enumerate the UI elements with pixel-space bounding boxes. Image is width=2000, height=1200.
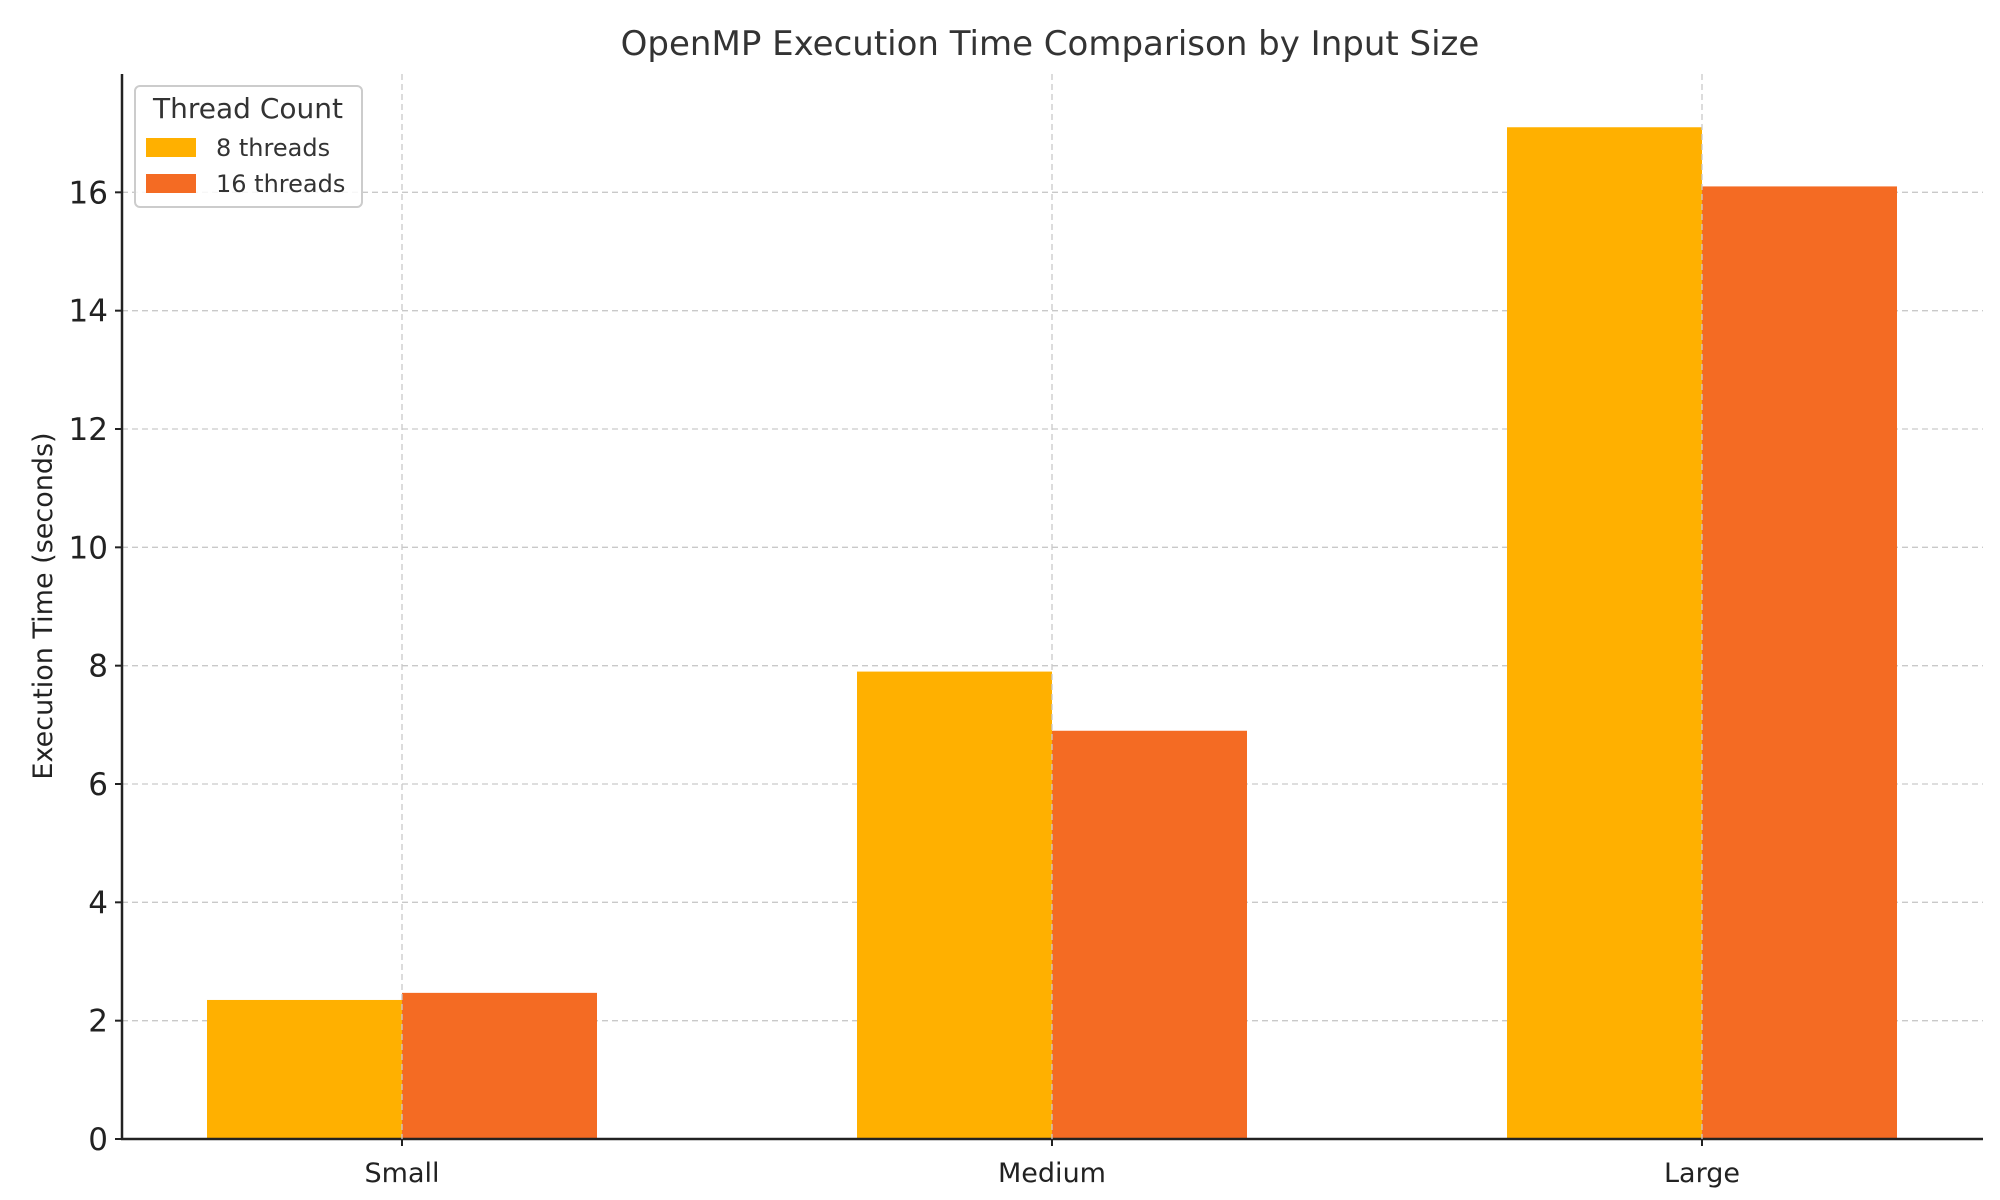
x-tick-label: Medium bbox=[998, 1158, 1106, 1189]
y-tick-label: 2 bbox=[88, 1004, 108, 1040]
legend-swatch-16-threads bbox=[146, 174, 196, 193]
legend-label-8-threads: 8 threads bbox=[216, 134, 330, 162]
bars-layer bbox=[207, 127, 1897, 1139]
ticks-layer: 0 2 4 6 8 10 12 14 16 Small Medium Large bbox=[69, 175, 1740, 1189]
bar-8-threads-small bbox=[207, 999, 402, 1139]
y-tick-label: 16 bbox=[69, 175, 108, 211]
legend-swatch-8-threads bbox=[146, 138, 196, 157]
legend-label-16-threads: 16 threads bbox=[216, 170, 345, 198]
bar-8-threads-large bbox=[1507, 127, 1702, 1139]
y-tick-label: 10 bbox=[69, 530, 108, 566]
y-tick-label: 8 bbox=[88, 649, 108, 685]
y-axis-label: Execution Time (seconds) bbox=[28, 432, 59, 779]
legend-title: Thread Count bbox=[152, 92, 343, 125]
bar-8-threads-medium bbox=[857, 671, 1052, 1139]
bar-16-threads-small bbox=[402, 992, 597, 1139]
x-tick-label: Small bbox=[365, 1158, 440, 1189]
y-tick-label: 14 bbox=[69, 294, 108, 330]
bar-16-threads-medium bbox=[1052, 730, 1247, 1139]
y-tick-label: 12 bbox=[69, 412, 108, 448]
bar-16-threads-large bbox=[1702, 186, 1897, 1139]
y-tick-label: 0 bbox=[88, 1122, 108, 1158]
legend: Thread Count 8 threads 16 threads bbox=[134, 85, 363, 208]
y-tick-label: 4 bbox=[88, 885, 108, 921]
x-tick-label: Large bbox=[1664, 1158, 1740, 1189]
y-tick-label: 6 bbox=[88, 767, 108, 803]
chart-title: OpenMP Execution Time Comparison by Inpu… bbox=[621, 24, 1480, 64]
